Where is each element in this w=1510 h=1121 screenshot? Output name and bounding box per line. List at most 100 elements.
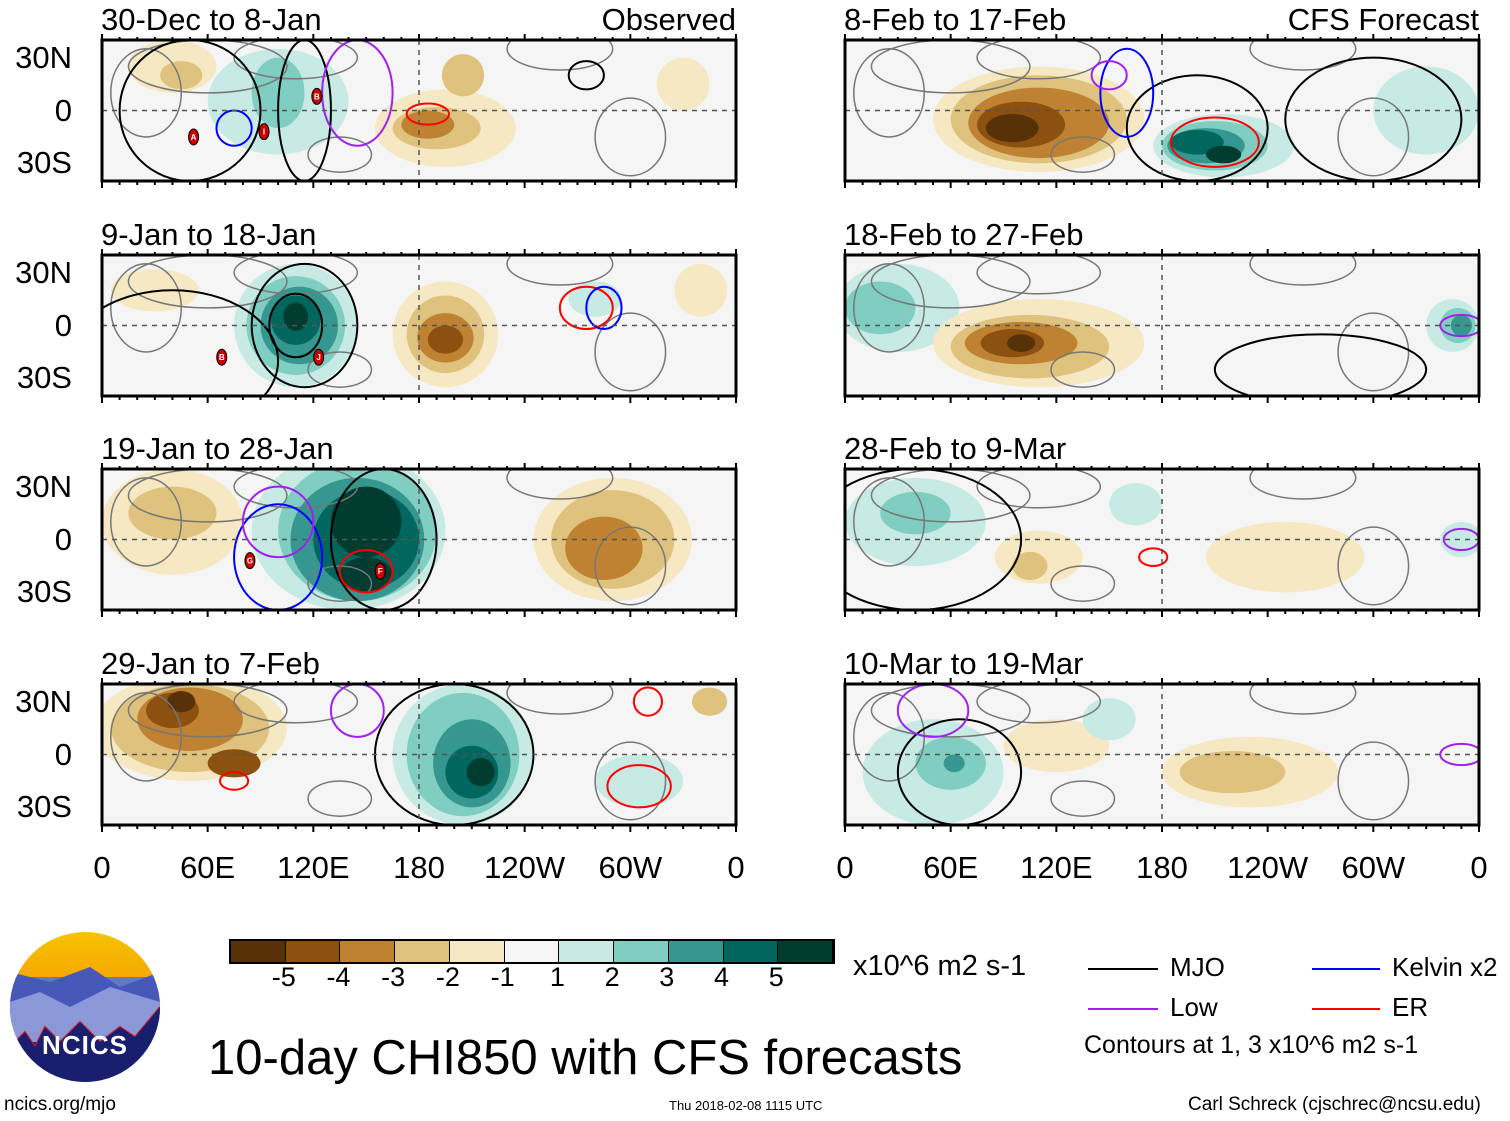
coastline bbox=[870, 469, 1031, 523]
coastline bbox=[1249, 40, 1357, 71]
lon-tick-label: 120W bbox=[484, 850, 566, 885]
tropical-cyclone-icon bbox=[244, 552, 256, 570]
mjo-contour bbox=[118, 40, 262, 181]
coastline bbox=[506, 469, 614, 500]
coastline bbox=[1249, 469, 1357, 500]
panel-title: 18-Feb to 27-Feb bbox=[844, 217, 1084, 252]
anomaly-region bbox=[985, 114, 1039, 143]
coastline bbox=[506, 40, 614, 71]
colorbar-swatch bbox=[340, 941, 396, 962]
coastline bbox=[1337, 312, 1410, 392]
coastline bbox=[870, 40, 1031, 94]
lat-tick-label: 30S bbox=[16, 574, 72, 610]
anomaly-region bbox=[167, 691, 196, 713]
anomaly-region bbox=[845, 281, 916, 335]
er-contour bbox=[218, 771, 250, 791]
anomaly-region bbox=[880, 491, 951, 535]
legend-label: Low bbox=[1170, 992, 1218, 1022]
lon-tick-label: 60W bbox=[1341, 850, 1406, 885]
coastline bbox=[853, 263, 925, 353]
coastline bbox=[307, 136, 373, 173]
panel-title: 9-Jan to 18-Jan bbox=[101, 217, 317, 252]
lat-tick-label: 0 bbox=[54, 307, 72, 343]
tropical-cyclone-icon bbox=[311, 87, 323, 105]
map-panel bbox=[100, 678, 738, 832]
tropical-cyclone-icon bbox=[258, 123, 270, 141]
coastline bbox=[127, 40, 288, 94]
lat-tick-label: 30S bbox=[16, 145, 72, 181]
colorbar-tick-label: -5 bbox=[271, 962, 296, 992]
lon-tick-label: 60E bbox=[923, 850, 979, 885]
kelvin-contour bbox=[1099, 47, 1155, 138]
anomaly-region bbox=[1179, 750, 1286, 794]
anomaly-region bbox=[1007, 334, 1036, 352]
storm-label: B bbox=[219, 353, 225, 362]
panel-title: 30-Dec to 8-Jan bbox=[101, 2, 322, 37]
anomaly-region bbox=[568, 281, 622, 317]
panel-title: 19-Jan to 28-Jan bbox=[101, 431, 334, 466]
coastline bbox=[1337, 741, 1410, 821]
storm-label: J bbox=[316, 353, 320, 362]
colorbar-swatch bbox=[231, 941, 286, 962]
colorbar-tick-label: -2 bbox=[435, 962, 460, 992]
coastline bbox=[1337, 97, 1410, 177]
er-contour bbox=[1138, 547, 1169, 567]
coastline bbox=[110, 477, 182, 567]
coastline bbox=[976, 40, 1102, 80]
coastline bbox=[110, 692, 182, 782]
colorbar-units: x10^6 m2 s-1 bbox=[853, 950, 1027, 982]
kelvin-line-swatch bbox=[1312, 968, 1380, 971]
legend-er: ER bbox=[1312, 992, 1428, 1023]
storm-label: I bbox=[263, 128, 265, 137]
lon-tick-label: 60E bbox=[180, 850, 236, 885]
er-line-swatch bbox=[1312, 1008, 1380, 1011]
low-contour bbox=[896, 684, 970, 738]
storm-label: G bbox=[247, 557, 253, 566]
mjo-contour bbox=[1125, 74, 1269, 181]
lon-tick-label: 180 bbox=[393, 850, 445, 885]
low-contour bbox=[1442, 527, 1479, 552]
colorbar-tick-label: 3 bbox=[659, 962, 675, 992]
legend-kelvin: Kelvin x2 bbox=[1312, 952, 1498, 983]
anomaly-region bbox=[1012, 551, 1048, 581]
low-contour bbox=[1090, 60, 1128, 91]
coastline bbox=[1050, 565, 1116, 602]
coastline bbox=[1050, 351, 1116, 388]
coastline bbox=[127, 469, 288, 523]
kelvin-contour bbox=[585, 285, 623, 331]
footer-url[interactable]: ncics.org/mjo bbox=[4, 1094, 116, 1115]
mjo-contour bbox=[1284, 56, 1463, 181]
low-contour bbox=[1439, 742, 1479, 767]
map-panel: A I B bbox=[100, 34, 738, 188]
tropical-cyclone-icon bbox=[374, 562, 386, 580]
coastline bbox=[127, 255, 288, 309]
lon-tick-label: 60W bbox=[598, 850, 663, 885]
anomaly-region bbox=[656, 57, 710, 111]
colorbar-tick-label: 2 bbox=[604, 962, 620, 992]
contour-note: Contours at 1, 3 x10^6 m2 s-1 bbox=[1084, 1031, 1419, 1059]
coastline bbox=[594, 526, 667, 606]
lon-tick-label: 120E bbox=[277, 850, 350, 885]
lat-tick-label: 30S bbox=[16, 789, 72, 825]
anomaly-region bbox=[1109, 483, 1162, 526]
lat-tick-label: 30N bbox=[15, 468, 72, 504]
panel-title: 10-Mar to 19-Mar bbox=[844, 646, 1084, 681]
storm-label: A bbox=[191, 133, 197, 142]
lon-tick-label: 180 bbox=[1136, 850, 1188, 885]
coastline bbox=[233, 40, 359, 80]
coastline bbox=[853, 48, 925, 138]
footer-author: Carl Schreck (cjschrec@ncsu.edu) bbox=[1188, 1094, 1481, 1115]
legend-low: Low bbox=[1088, 992, 1218, 1023]
colorbar-tick-label: 1 bbox=[549, 962, 565, 992]
coastline bbox=[870, 684, 1031, 738]
low-contour bbox=[241, 485, 315, 559]
anomaly-region bbox=[1082, 698, 1136, 741]
panel-title: 28-Feb to 9-Mar bbox=[844, 431, 1067, 466]
map-panel bbox=[843, 678, 1481, 832]
coastline bbox=[594, 97, 667, 177]
figure-title: 10-day CHI850 with CFS forecasts bbox=[208, 1031, 963, 1085]
low-contour bbox=[329, 684, 385, 738]
coastline bbox=[127, 684, 288, 738]
colorbar-swatch bbox=[504, 941, 560, 962]
colorbar-tick-label: 4 bbox=[714, 962, 730, 992]
